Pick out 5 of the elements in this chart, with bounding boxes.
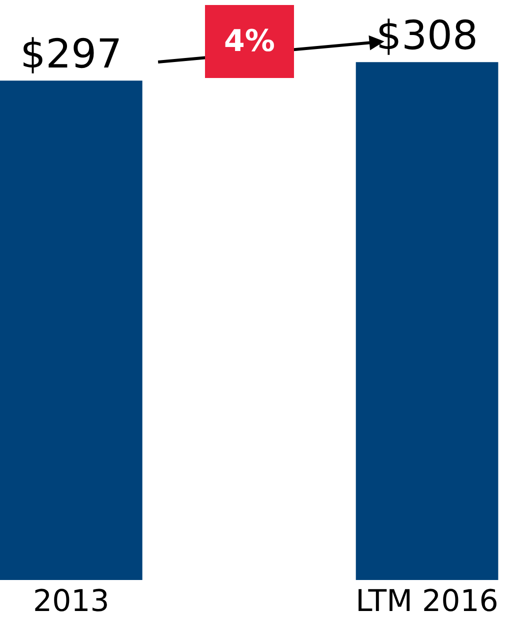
data-label: $308 — [376, 13, 478, 60]
text: 4% — [224, 24, 275, 59]
x-tick-label: 2013 — [32, 584, 110, 619]
data-label: $297 — [20, 32, 122, 78]
x-tick-label: LTM 2016 — [356, 584, 498, 619]
